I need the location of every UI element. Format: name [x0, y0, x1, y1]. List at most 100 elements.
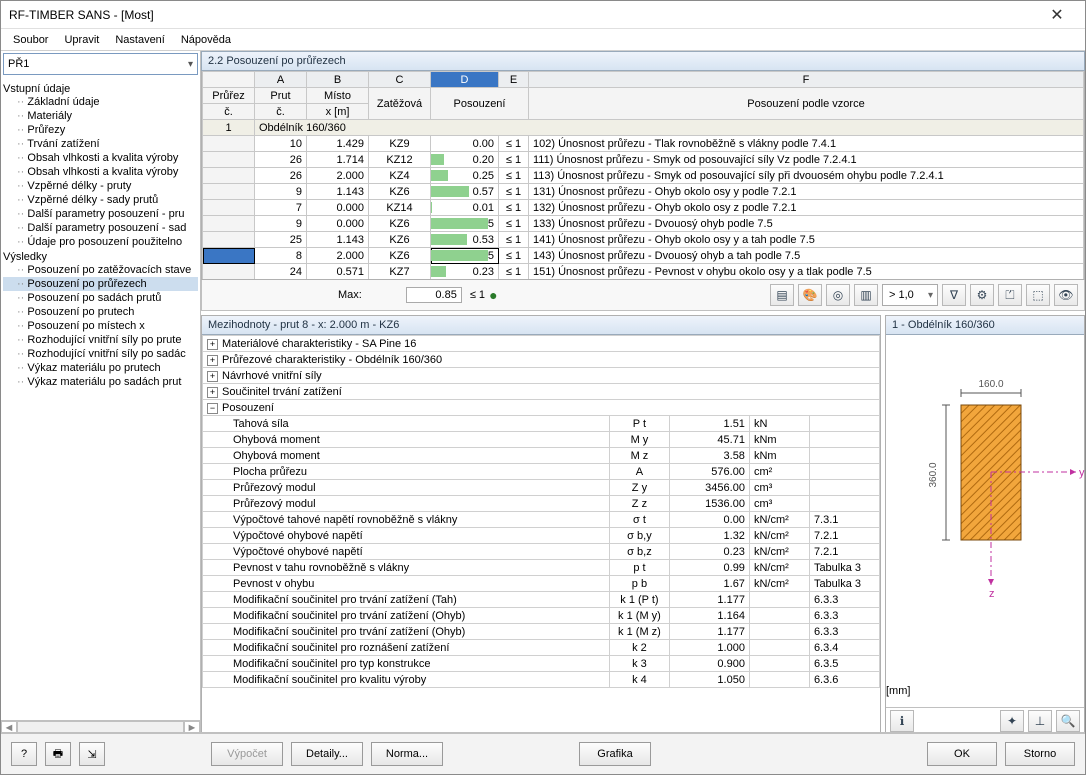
tool-excel-icon[interactable]: ⏍	[998, 284, 1022, 306]
print-icon[interactable]: 🖶	[45, 742, 71, 766]
tool-eye-icon[interactable]: 👁	[1054, 284, 1078, 306]
cell-x[interactable]: 0.000	[307, 216, 369, 232]
tool-select-icon[interactable]: ⬚	[1026, 284, 1050, 306]
info-icon[interactable]: ℹ	[890, 710, 914, 732]
row-head[interactable]	[203, 232, 255, 248]
tool-funnel-icon[interactable]: ∇	[942, 284, 966, 306]
cell-x[interactable]: 2.000	[307, 248, 369, 264]
cell-prut[interactable]: 25	[255, 232, 307, 248]
cell-desc[interactable]: 102) Únosnost průřezu - Tlak rovnoběžně …	[529, 136, 1084, 152]
calc-button[interactable]: Výpočet	[211, 742, 283, 766]
cell-desc[interactable]: 133) Únosnost průřezu - Dvouosý ohyb pod…	[529, 216, 1084, 232]
view-section-icon[interactable]: ⊥	[1028, 710, 1052, 732]
cell-ratio[interactable]: 0.23	[431, 264, 499, 280]
col-F[interactable]: F	[529, 72, 1084, 88]
cell-x[interactable]: 0.571	[307, 264, 369, 280]
nav-item[interactable]: Údaje pro posouzení použitelno	[3, 235, 198, 249]
row-head[interactable]	[203, 152, 255, 168]
cell-ratio[interactable]: 0.57	[431, 184, 499, 200]
nav-item[interactable]: Trvání zatížení	[3, 137, 198, 151]
nav-item[interactable]: Vzpěrné délky - pruty	[3, 179, 198, 193]
col-D[interactable]: D	[431, 72, 499, 88]
view-zoom-icon[interactable]: 🔍	[1056, 710, 1080, 732]
cell-prut[interactable]: 9	[255, 184, 307, 200]
ok-button[interactable]: OK	[927, 742, 997, 766]
row-head[interactable]	[203, 184, 255, 200]
cell-lc[interactable]: KZ14	[369, 200, 431, 216]
row-head[interactable]	[203, 136, 255, 152]
cell-x[interactable]: 1.143	[307, 184, 369, 200]
cell-prut[interactable]: 26	[255, 168, 307, 184]
tool-filter-icon[interactable]: ▤	[770, 284, 794, 306]
norm-button[interactable]: Norma...	[371, 742, 443, 766]
cell-desc[interactable]: 113) Únosnost průřezu - Smyk od posouvaj…	[529, 168, 1084, 184]
detail-section[interactable]: +Materiálové charakteristiky - SA Pine 1…	[203, 336, 880, 352]
export-icon[interactable]: ⇲	[79, 742, 105, 766]
nav-item[interactable]: Průřezy	[3, 123, 198, 137]
cell-x[interactable]: 1.714	[307, 152, 369, 168]
cell-lc[interactable]: KZ6	[369, 216, 431, 232]
nav-item[interactable]: Posouzení po prutech	[3, 305, 198, 319]
cell-x[interactable]: 1.143	[307, 232, 369, 248]
tool-bars-icon[interactable]: ▥	[854, 284, 878, 306]
tool-settings-icon[interactable]: ⚙	[970, 284, 994, 306]
nav-item[interactable]: Posouzení po místech x	[3, 319, 198, 333]
row-head[interactable]	[203, 216, 255, 232]
cell-desc[interactable]: 143) Únosnost průřezu - Dvouosý ohyb a t…	[529, 248, 1084, 264]
cell-lc[interactable]: KZ6	[369, 184, 431, 200]
nav-item[interactable]: Základní údaje	[3, 95, 198, 109]
menu-file[interactable]: Soubor	[7, 32, 54, 48]
cell-ratio[interactable]: 0.85	[431, 216, 499, 232]
col-A[interactable]: A	[255, 72, 307, 88]
cell-desc[interactable]: 151) Únosnost průřezu - Pevnost v ohybu …	[529, 264, 1084, 280]
nav-item[interactable]: Rozhodující vnitřní síly po sadác	[3, 347, 198, 361]
cell-lc[interactable]: KZ9	[369, 136, 431, 152]
scale-combo[interactable]: > 1,0	[882, 284, 938, 306]
cell-prut[interactable]: 26	[255, 152, 307, 168]
cell-ratio[interactable]: 0.25	[431, 168, 499, 184]
nav-item[interactable]: Výkaz materiálu po prutech	[3, 361, 198, 375]
cell-desc[interactable]: 132) Únosnost průřezu - Ohyb okolo osy z…	[529, 200, 1084, 216]
nav-item[interactable]: Materiály	[3, 109, 198, 123]
col-C[interactable]: C	[369, 72, 431, 88]
menu-edit[interactable]: Upravit	[58, 32, 105, 48]
cell-ratio[interactable]: 0.01	[431, 200, 499, 216]
cell-prut[interactable]: 7	[255, 200, 307, 216]
cell-prut[interactable]: 10	[255, 136, 307, 152]
details-button[interactable]: Detaily...	[291, 742, 363, 766]
nav-item[interactable]: Vzpěrné délky - sady prutů	[3, 193, 198, 207]
cell-ratio[interactable]: 0.20	[431, 152, 499, 168]
nav-item[interactable]: Výkaz materiálu po sadách prut	[3, 375, 198, 389]
cell-x[interactable]: 2.000	[307, 168, 369, 184]
row-head[interactable]	[203, 200, 255, 216]
cell-desc[interactable]: 141) Únosnost průřezu - Ohyb okolo osy y…	[529, 232, 1084, 248]
nav-item[interactable]: Posouzení po sadách prutů	[3, 291, 198, 305]
cancel-button[interactable]: Storno	[1005, 742, 1075, 766]
case-select[interactable]: PŘ1	[3, 53, 198, 75]
tool-palette-icon[interactable]: 🎨	[798, 284, 822, 306]
cell-lc[interactable]: KZ4	[369, 168, 431, 184]
tool-target-icon[interactable]: ◎	[826, 284, 850, 306]
cell-ratio[interactable]: 0.85	[431, 248, 499, 264]
cell-ratio[interactable]: 0.00	[431, 136, 499, 152]
nav-item[interactable]: Obsah vlhkosti a kvalita výroby	[3, 165, 198, 179]
nav-item[interactable]: Další parametry posouzení - pru	[3, 207, 198, 221]
help-icon[interactable]: ?	[11, 742, 37, 766]
detail-section[interactable]: +Součinitel trvání zatížení	[203, 384, 880, 400]
detail-section-open[interactable]: −Posouzení	[203, 400, 880, 416]
nav-item[interactable]: Další parametry posouzení - sad	[3, 221, 198, 235]
menu-help[interactable]: Nápověda	[175, 32, 237, 48]
cell-x[interactable]: 1.429	[307, 136, 369, 152]
cell-ratio[interactable]: 0.53	[431, 232, 499, 248]
cell-lc[interactable]: KZ6	[369, 248, 431, 264]
cell-lc[interactable]: KZ6	[369, 232, 431, 248]
nav-item[interactable]: Obsah vlhkosti a kvalita výroby	[3, 151, 198, 165]
menu-settings[interactable]: Nastavení	[109, 32, 171, 48]
nav-item[interactable]: Rozhodující vnitřní síly po prute	[3, 333, 198, 347]
cell-desc[interactable]: 131) Únosnost průřezu - Ohyb okolo osy y…	[529, 184, 1084, 200]
col-E[interactable]: E	[499, 72, 529, 88]
view-axes-icon[interactable]: ✦	[1000, 710, 1024, 732]
cell-lc[interactable]: KZ7	[369, 264, 431, 280]
nav-item[interactable]: Posouzení po zatěžovacích stave	[3, 263, 198, 277]
row-head[interactable]	[203, 168, 255, 184]
